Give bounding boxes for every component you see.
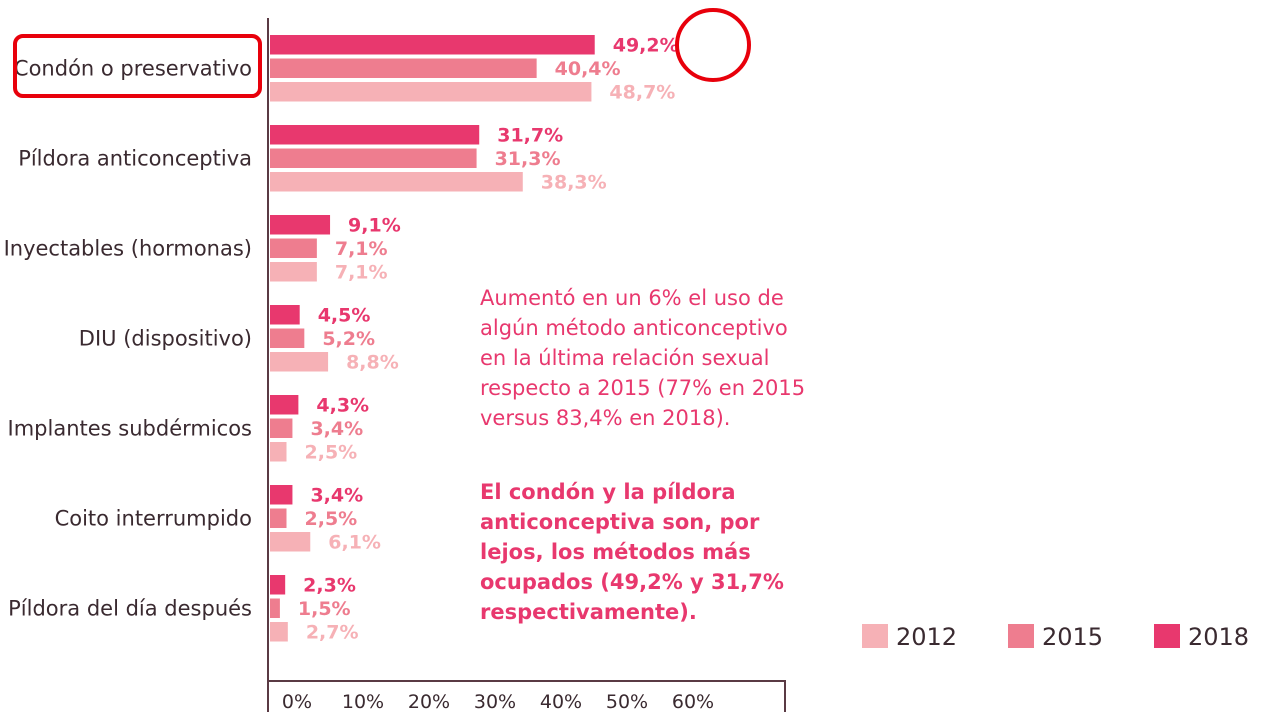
x-tick-label: 20% xyxy=(408,691,450,713)
bar-2018 xyxy=(270,485,293,505)
bar-2018 xyxy=(270,305,300,325)
value-label-2012: 7,1% xyxy=(335,262,388,284)
category-label: Coito interrumpido xyxy=(55,506,252,530)
bar-2015 xyxy=(270,418,293,438)
bar-2012 xyxy=(270,442,287,462)
category-label: DIU (dispositivo) xyxy=(79,326,252,350)
x-tick-label: 60% xyxy=(672,691,714,713)
bar-2012 xyxy=(270,172,523,192)
category-label: Implantes subdérmicos xyxy=(8,416,252,440)
value-label-2018: 49,2% xyxy=(613,35,679,57)
bar-2018 xyxy=(270,125,480,145)
value-label-2015: 1,5% xyxy=(298,598,351,620)
bar-2015 xyxy=(270,598,280,618)
bar-2018 xyxy=(270,35,595,55)
x-tick-label: 0% xyxy=(282,691,312,713)
value-label-2015: 3,4% xyxy=(310,418,363,440)
value-label-2015: 5,2% xyxy=(322,328,375,350)
bar-2015 xyxy=(270,148,477,168)
legend-label-2012: 2012 xyxy=(896,623,957,651)
bar-2015 xyxy=(270,508,287,528)
bar-2018 xyxy=(270,215,331,235)
value-label-2012: 8,8% xyxy=(346,352,399,374)
bar-2012 xyxy=(270,622,288,642)
value-label-2018: 2,3% xyxy=(303,575,356,597)
highlight-box xyxy=(13,34,262,98)
value-label-2012: 2,5% xyxy=(305,442,358,464)
category-label: Condón o preservativo xyxy=(14,56,252,80)
category-label: Inyectables (hormonas) xyxy=(4,236,252,260)
annotation-most-used: El condón y la píldora anticonceptiva so… xyxy=(480,480,784,624)
value-label-2012: 6,1% xyxy=(328,532,381,554)
value-label-2015: 7,1% xyxy=(335,238,388,260)
value-label-2015: 31,3% xyxy=(495,148,561,170)
category-label: Píldora del día después xyxy=(8,596,252,620)
value-label-2012: 38,3% xyxy=(541,172,607,194)
value-label-2018: 4,3% xyxy=(316,395,369,417)
legend-swatch-2012 xyxy=(862,624,888,648)
value-label-2018: 9,1% xyxy=(348,215,401,237)
bar-2012 xyxy=(270,262,317,282)
bar-2015 xyxy=(270,58,537,78)
legend-label-2015: 2015 xyxy=(1042,623,1103,651)
bar-2015 xyxy=(270,328,305,348)
category-label: Píldora anticonceptiva xyxy=(18,146,252,170)
bar-2012 xyxy=(270,82,592,102)
legend-swatch-2015 xyxy=(1008,624,1034,648)
value-label-2018: 4,5% xyxy=(318,305,371,327)
value-label-2012: 48,7% xyxy=(609,82,675,104)
x-tick-label: 30% xyxy=(474,691,516,713)
x-tick-label: 10% xyxy=(342,691,384,713)
x-tick-label: 50% xyxy=(606,691,648,713)
bar-2012 xyxy=(270,352,329,372)
bar-2015 xyxy=(270,238,317,258)
annotation-increase: Aumentó en un 6% el uso de algún método … xyxy=(480,286,806,430)
value-label-2015: 2,5% xyxy=(305,508,358,530)
value-label-2018: 31,7% xyxy=(497,125,563,147)
bar-2018 xyxy=(270,575,286,595)
bar-2012 xyxy=(270,532,311,552)
highlight-circle xyxy=(675,8,751,82)
bar-2018 xyxy=(270,395,299,415)
value-label-2012: 2,7% xyxy=(306,622,359,644)
x-tick-label: 40% xyxy=(540,691,582,713)
legend-swatch-2018 xyxy=(1154,624,1180,648)
value-label-2015: 40,4% xyxy=(555,58,621,80)
legend-label-2018: 2018 xyxy=(1188,623,1249,651)
value-label-2018: 3,4% xyxy=(310,485,363,507)
